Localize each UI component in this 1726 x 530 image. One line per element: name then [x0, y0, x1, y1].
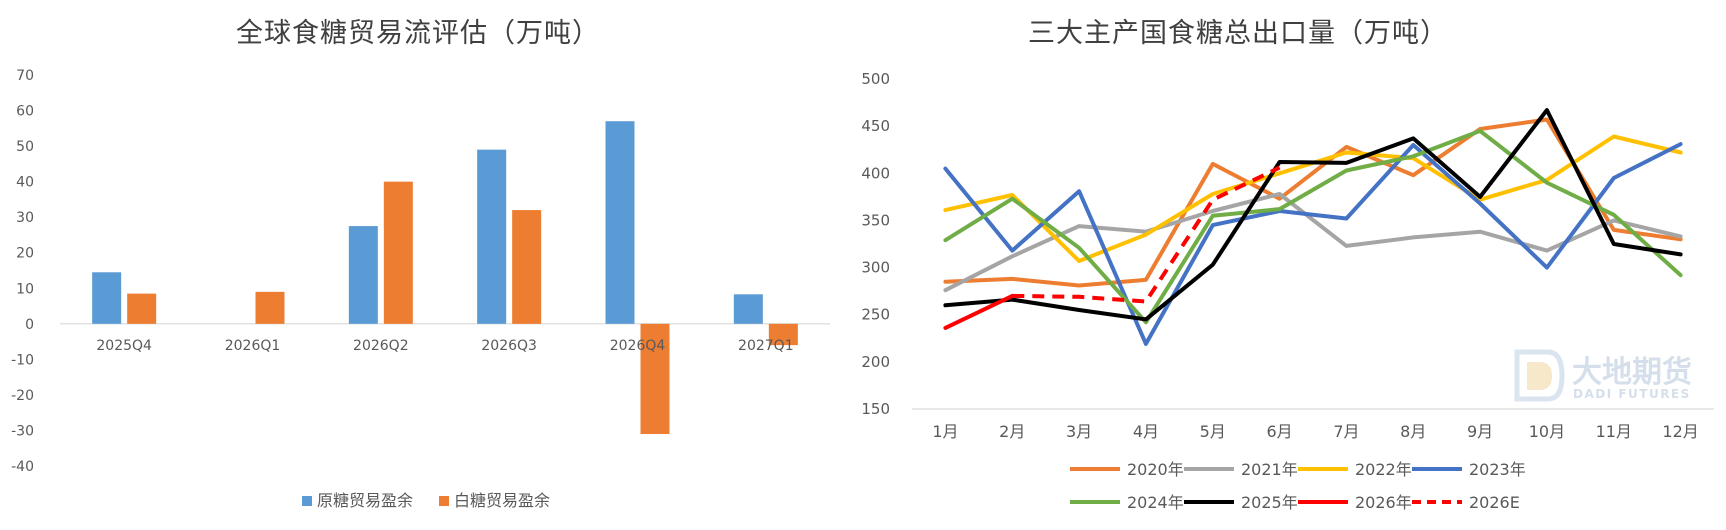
y-tick-label: 40 — [16, 175, 34, 191]
legend-label: 2023年 — [1469, 460, 1526, 479]
legend-label: 原糖贸易盈余 — [317, 491, 413, 510]
legend-label: 2020年 — [1127, 460, 1184, 479]
bar-白糖贸易盈余-2027Q1 — [768, 323, 798, 346]
x-tick-label: 10月 — [1529, 422, 1565, 441]
watermark-brand-cn: 大地期货 — [1572, 355, 1692, 390]
bar-原糖贸易盈余-2025Q4 — [92, 272, 122, 324]
legend-label: 2026E — [1469, 493, 1520, 512]
y-tick-label: 450 — [861, 117, 890, 135]
legend: 2020年 2021年 2022年 2023年 2024年 2025年 2026年 2026E — [1070, 460, 1526, 512]
y-tick-label: 20 — [16, 246, 34, 262]
y-tick-label: 70 — [16, 68, 34, 84]
y-tick-label: 150 — [861, 400, 890, 418]
y-tick-label: 500 — [861, 70, 890, 88]
trade-flow-chart: 全球食糖贸易流评估（万吨） 70 60 50 40 30 20 10 0 -10 -20 -30 -4… — [11, 18, 830, 510]
legend-swatch — [439, 496, 449, 506]
y-axis: 500 450 400 350 300 250 200 150 — [861, 70, 1714, 418]
legend-label: 2025年 — [1241, 493, 1298, 512]
y-tick-label: 250 — [861, 306, 890, 324]
line-2024年 — [943, 128, 1683, 325]
x-tick-label: 2027Q1 — [738, 338, 794, 354]
line-2026E — [1012, 165, 1281, 304]
x-tick-label: 6月 — [1266, 422, 1292, 441]
bar-原糖贸易盈余-2027Q1 — [733, 294, 763, 324]
y-tick-label: -40 — [11, 459, 34, 475]
bar-白糖贸易盈余-2026Q3 — [512, 210, 542, 324]
line-2021年 — [943, 192, 1683, 293]
line-2020年 — [943, 117, 1683, 288]
bar-series — [92, 121, 798, 435]
x-tick-label: 2月 — [999, 422, 1025, 441]
x-tick-label: 4月 — [1133, 422, 1159, 441]
y-tick-label: 30 — [16, 210, 34, 226]
bar-白糖贸易盈余-2026Q2 — [383, 181, 413, 324]
x-tick-label: 2026Q2 — [353, 338, 409, 354]
legend: 原糖贸易盈余 白糖贸易盈余 — [302, 491, 550, 510]
y-tick-label: 300 — [861, 259, 890, 277]
legend-label: 2024年 — [1127, 493, 1184, 512]
x-tick-label: 8月 — [1400, 422, 1426, 441]
legend-swatch — [302, 496, 312, 506]
x-tick-label: 12月 — [1662, 422, 1698, 441]
legend-label: 2026年 — [1355, 493, 1412, 512]
legend-label: 2022年 — [1355, 460, 1412, 479]
y-tick-label: 60 — [16, 104, 34, 120]
y-tick-label: 50 — [16, 139, 34, 155]
x-tick-label: 5月 — [1200, 422, 1226, 441]
y-tick-label: 200 — [861, 353, 890, 371]
dadi-logo-icon — [1514, 349, 1565, 402]
line-series — [943, 108, 1683, 346]
bar-原糖贸易盈余-2026Q4 — [605, 121, 635, 324]
line-2023年 — [943, 142, 1683, 346]
x-tick-label: 7月 — [1333, 422, 1359, 441]
y-tick-label: 350 — [861, 211, 890, 229]
legend-label: 白糖贸易盈余 — [454, 491, 550, 510]
chart-title: 三大主产国食糖总出口量（万吨） — [1028, 18, 1448, 49]
bar-原糖贸易盈余-2026Q2 — [348, 226, 378, 324]
chart-title: 全球食糖贸易流评估（万吨） — [236, 18, 600, 49]
y-tick-label: -30 — [11, 423, 34, 439]
bar-原糖贸易盈余-2026Q3 — [477, 149, 507, 324]
x-tick-label: 2026Q4 — [610, 338, 666, 354]
y-tick-label: 10 — [16, 281, 34, 297]
x-tick-label: 2026Q1 — [225, 338, 281, 354]
x-tick-label: 11月 — [1596, 422, 1632, 441]
x-tick-label: 2026Q3 — [481, 338, 537, 354]
x-tick-label: 3月 — [1066, 422, 1092, 441]
y-tick-label: 400 — [861, 164, 890, 182]
line-2025年 — [943, 108, 1683, 322]
bar-白糖贸易盈余-2026Q1 — [255, 291, 285, 324]
watermark-brand-en: DADI FUTURES — [1573, 387, 1691, 401]
x-axis: 1月 2月 3月 4月 5月 6月 7月 8月 9月 10月 11月 12月 — [932, 422, 1698, 441]
y-tick-label: -20 — [11, 388, 34, 404]
bar-白糖贸易盈余-2026Q4 — [640, 323, 670, 435]
x-tick-label: 2025Q4 — [96, 338, 152, 354]
line-2026年 — [943, 293, 1015, 330]
y-tick-label: 0 — [25, 317, 34, 333]
export-volume-chart: 三大主产国食糖总出口量（万吨） 大地期货 DADI FUTURES 500 450… — [861, 18, 1714, 512]
dadi-futures-watermark: 大地期货 DADI FUTURES — [1514, 349, 1692, 402]
bar-白糖贸易盈余-2025Q4 — [127, 293, 157, 324]
x-tick-label: 9月 — [1467, 422, 1493, 441]
x-tick-label: 1月 — [932, 422, 958, 441]
y-tick-label: -10 — [11, 352, 34, 368]
x-axis: 2025Q4 2026Q1 2026Q2 2026Q3 2026Q4 2027Q1 — [96, 338, 793, 354]
legend-label: 2021年 — [1241, 460, 1298, 479]
y-axis: 70 60 50 40 30 20 10 0 -10 -20 -30 -40 — [11, 68, 830, 475]
